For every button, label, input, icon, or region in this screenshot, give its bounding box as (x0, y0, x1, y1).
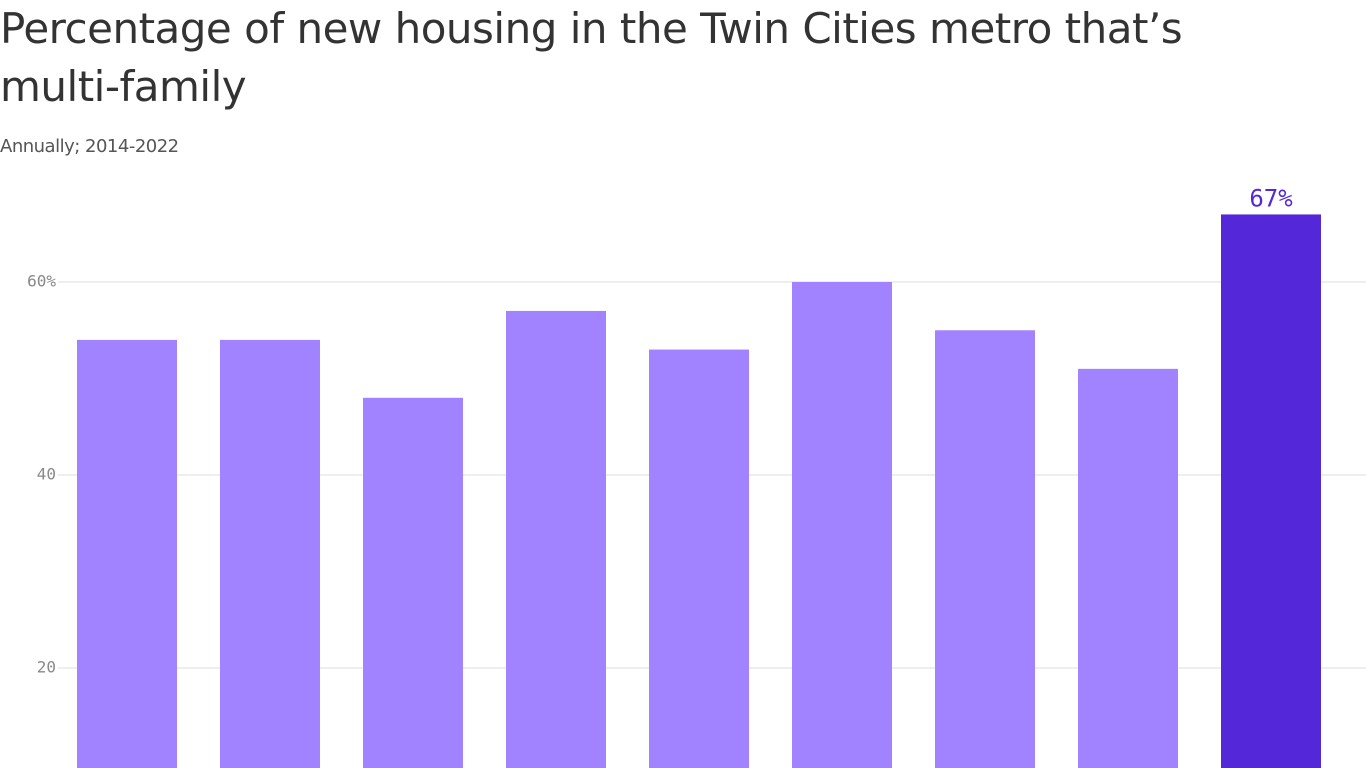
bar (363, 397, 463, 768)
value-label: 67% (1249, 184, 1293, 212)
y-tick-label: 20 (37, 658, 56, 677)
bar (1221, 214, 1321, 768)
bar (220, 339, 320, 768)
bar (649, 349, 749, 768)
bar (77, 339, 177, 768)
bar (506, 310, 606, 768)
bar (792, 282, 892, 768)
y-tick-label: 40 (37, 465, 56, 484)
chart-title: Percentage of new housing in the Twin Ci… (0, 4, 1183, 111)
chart-subtitle: Annually; 2014-2022 (0, 136, 179, 157)
bar (935, 330, 1035, 768)
bar (1078, 368, 1178, 768)
y-tick-label: 60% (27, 272, 56, 291)
